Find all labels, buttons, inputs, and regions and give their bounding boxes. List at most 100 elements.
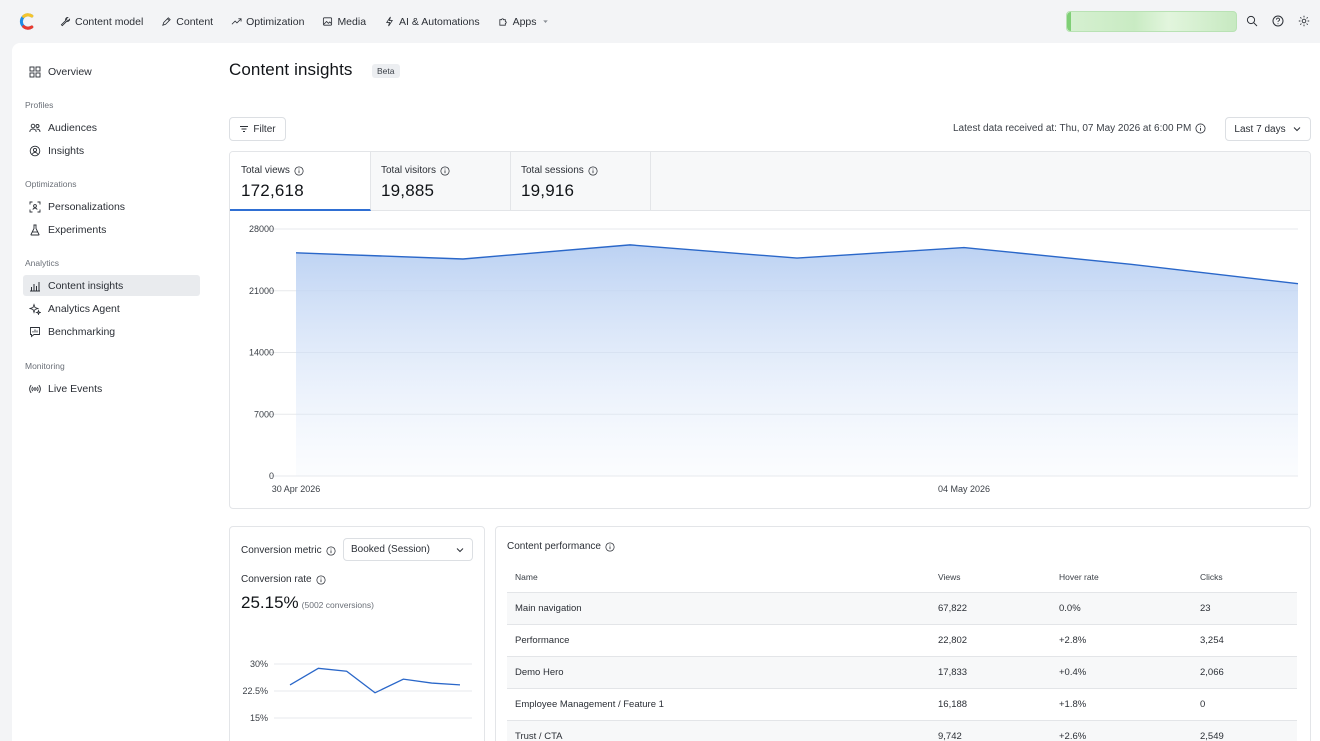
table-row[interactable]: Employee Management / Feature 1 16,188 +…: [507, 688, 1297, 721]
info-icon[interactable]: [440, 165, 450, 176]
tab-total-visitors-label: Total visitors: [381, 165, 437, 176]
sidebar-item-benchmarking[interactable]: Benchmarking: [23, 321, 200, 342]
tab-total-views[interactable]: Total views 172,618: [230, 152, 371, 211]
column-header-views[interactable]: Views: [930, 562, 1051, 593]
table-row[interactable]: Trust / CTA 9,742 +2.6% 2,549: [507, 720, 1297, 741]
data-point[interactable]: [456, 681, 464, 689]
filter-icon: [240, 126, 249, 132]
nav-content-model-label: Content model: [75, 15, 144, 28]
sidebar-item-content-insights[interactable]: Content insights: [23, 275, 200, 296]
filter-button[interactable]: Filter: [229, 117, 286, 141]
data-point[interactable]: [286, 681, 294, 689]
sidebar-item-live-events[interactable]: Live Events: [23, 378, 200, 399]
content-performance-title-row: Content performance: [507, 541, 615, 552]
sidebar: Overview Profiles Audiences Insights Opt…: [12, 43, 212, 741]
info-icon[interactable]: [326, 545, 336, 556]
cell-name: Performance: [507, 624, 930, 657]
conversion-rate-label: Conversion rate: [241, 574, 312, 585]
data-point[interactable]: [399, 675, 407, 683]
sidebar-section-profiles: Profiles: [25, 100, 54, 110]
scan-user-icon: [29, 201, 41, 212]
info-icon[interactable]: [316, 574, 326, 585]
info-icon[interactable]: [294, 165, 304, 176]
column-header-name[interactable]: Name: [507, 562, 930, 593]
info-icon[interactable]: [588, 165, 598, 176]
search-icon[interactable]: [1246, 15, 1258, 27]
cell-clicks: 23: [1192, 592, 1297, 625]
nav-content-model[interactable]: Content model: [60, 16, 143, 28]
nav-content[interactable]: Content: [161, 16, 213, 28]
cell-name: Employee Management / Feature 1: [507, 688, 930, 721]
table-row[interactable]: Demo Hero 17,833 +0.4% 2,066: [507, 656, 1297, 689]
contentful-logo-icon[interactable]: [18, 12, 37, 31]
nav-media[interactable]: Media: [322, 16, 366, 28]
cell-clicks: 2,549: [1192, 720, 1297, 741]
sidebar-item-analytics-agent[interactable]: Analytics Agent: [23, 298, 200, 319]
caret-down-icon: [542, 20, 548, 23]
y-tick-label: 0: [269, 471, 274, 481]
conversion-metric-selected: Booked (Session): [351, 544, 430, 555]
table-row[interactable]: Performance 22,802 +2.8% 3,254: [507, 624, 1297, 657]
tab-total-visitors[interactable]: Total visitors 19,885: [370, 152, 511, 211]
cell-views: 17,833: [930, 656, 1051, 689]
nav-ai-automations[interactable]: AI & Automations: [384, 16, 480, 28]
cell-views: 9,742: [930, 720, 1051, 741]
main-nav: Content model Content Optimization Media…: [60, 0, 550, 43]
tab-total-views-value: 172,618: [241, 181, 304, 200]
data-point[interactable]: [428, 679, 436, 687]
bar-chart-icon: [30, 281, 40, 291]
metric-tabs: Total views 172,618 Total visitors 19,88…: [230, 152, 1310, 211]
page-title: Content insights: [229, 60, 353, 79]
sidebar-item-personalizations[interactable]: Personalizations: [23, 196, 200, 217]
nav-apps[interactable]: Apps: [498, 16, 550, 28]
app-frame: Overview Profiles Audiences Insights Opt…: [12, 43, 1320, 741]
conversion-card: Conversion metric Booked (Session) Conve…: [229, 526, 485, 741]
y-tick-label: 15%: [250, 713, 268, 723]
sidebar-item-content-insights-label: Content insights: [48, 279, 124, 292]
conversion-metric-select[interactable]: Booked (Session): [343, 538, 473, 561]
sidebar-item-overview[interactable]: Overview: [23, 61, 200, 82]
sidebar-item-benchmarking-label: Benchmarking: [48, 325, 116, 338]
data-point[interactable]: [458, 254, 468, 264]
sidebar-item-audiences[interactable]: Audiences: [23, 117, 200, 138]
cell-views: 67,822: [930, 592, 1051, 625]
sidebar-item-experiments[interactable]: Experiments: [23, 219, 200, 240]
data-point[interactable]: [625, 240, 635, 250]
space-selector[interactable]: [1066, 11, 1237, 32]
user-search-icon: [29, 145, 41, 156]
data-point[interactable]: [792, 253, 802, 263]
tab-total-sessions[interactable]: Total sessions 19,916: [510, 152, 651, 211]
data-point[interactable]: [291, 248, 301, 258]
date-range-select[interactable]: Last 7 days: [1225, 117, 1311, 141]
table-row[interactable]: Main navigation 67,822 0.0% 23: [507, 592, 1297, 625]
content-performance-table: Name Views Hover rate Clicks Main naviga…: [507, 562, 1297, 741]
data-point[interactable]: [314, 664, 322, 672]
cell-hover-rate: +0.4%: [1051, 656, 1192, 689]
column-header-clicks[interactable]: Clicks: [1192, 562, 1297, 593]
data-point[interactable]: [959, 243, 969, 253]
data-point[interactable]: [1293, 279, 1303, 289]
tab-total-visitors-label-row: Total visitors: [381, 165, 510, 176]
y-tick-label: 21000: [249, 286, 274, 296]
info-icon[interactable]: [605, 541, 615, 552]
content-performance-title: Content performance: [507, 541, 601, 552]
data-point[interactable]: [371, 689, 379, 697]
sidebar-section-monitoring: Monitoring: [25, 361, 65, 371]
message-chart-icon: [30, 326, 40, 337]
nav-optimization[interactable]: Optimization: [231, 16, 304, 28]
data-point[interactable]: [343, 667, 351, 675]
sparkles-icon: [29, 302, 41, 315]
gear-icon[interactable]: [1298, 15, 1310, 27]
sidebar-item-insights[interactable]: Insights: [23, 140, 200, 161]
sidebar-item-analytics-agent-label: Analytics Agent: [48, 302, 120, 315]
conversion-metric-label-row: Conversion metric: [241, 545, 336, 556]
column-header-hover-rate[interactable]: Hover rate: [1051, 562, 1192, 593]
tab-total-visitors-value: 19,885: [381, 181, 435, 200]
trend-up-icon: [231, 18, 242, 25]
data-point[interactable]: [1126, 259, 1136, 269]
nav-content-label: Content: [176, 15, 214, 28]
conversion-metric-label: Conversion metric: [241, 545, 322, 556]
cell-hover-rate: +1.8%: [1051, 688, 1192, 721]
info-icon[interactable]: [1195, 123, 1206, 134]
help-icon[interactable]: [1272, 15, 1284, 27]
